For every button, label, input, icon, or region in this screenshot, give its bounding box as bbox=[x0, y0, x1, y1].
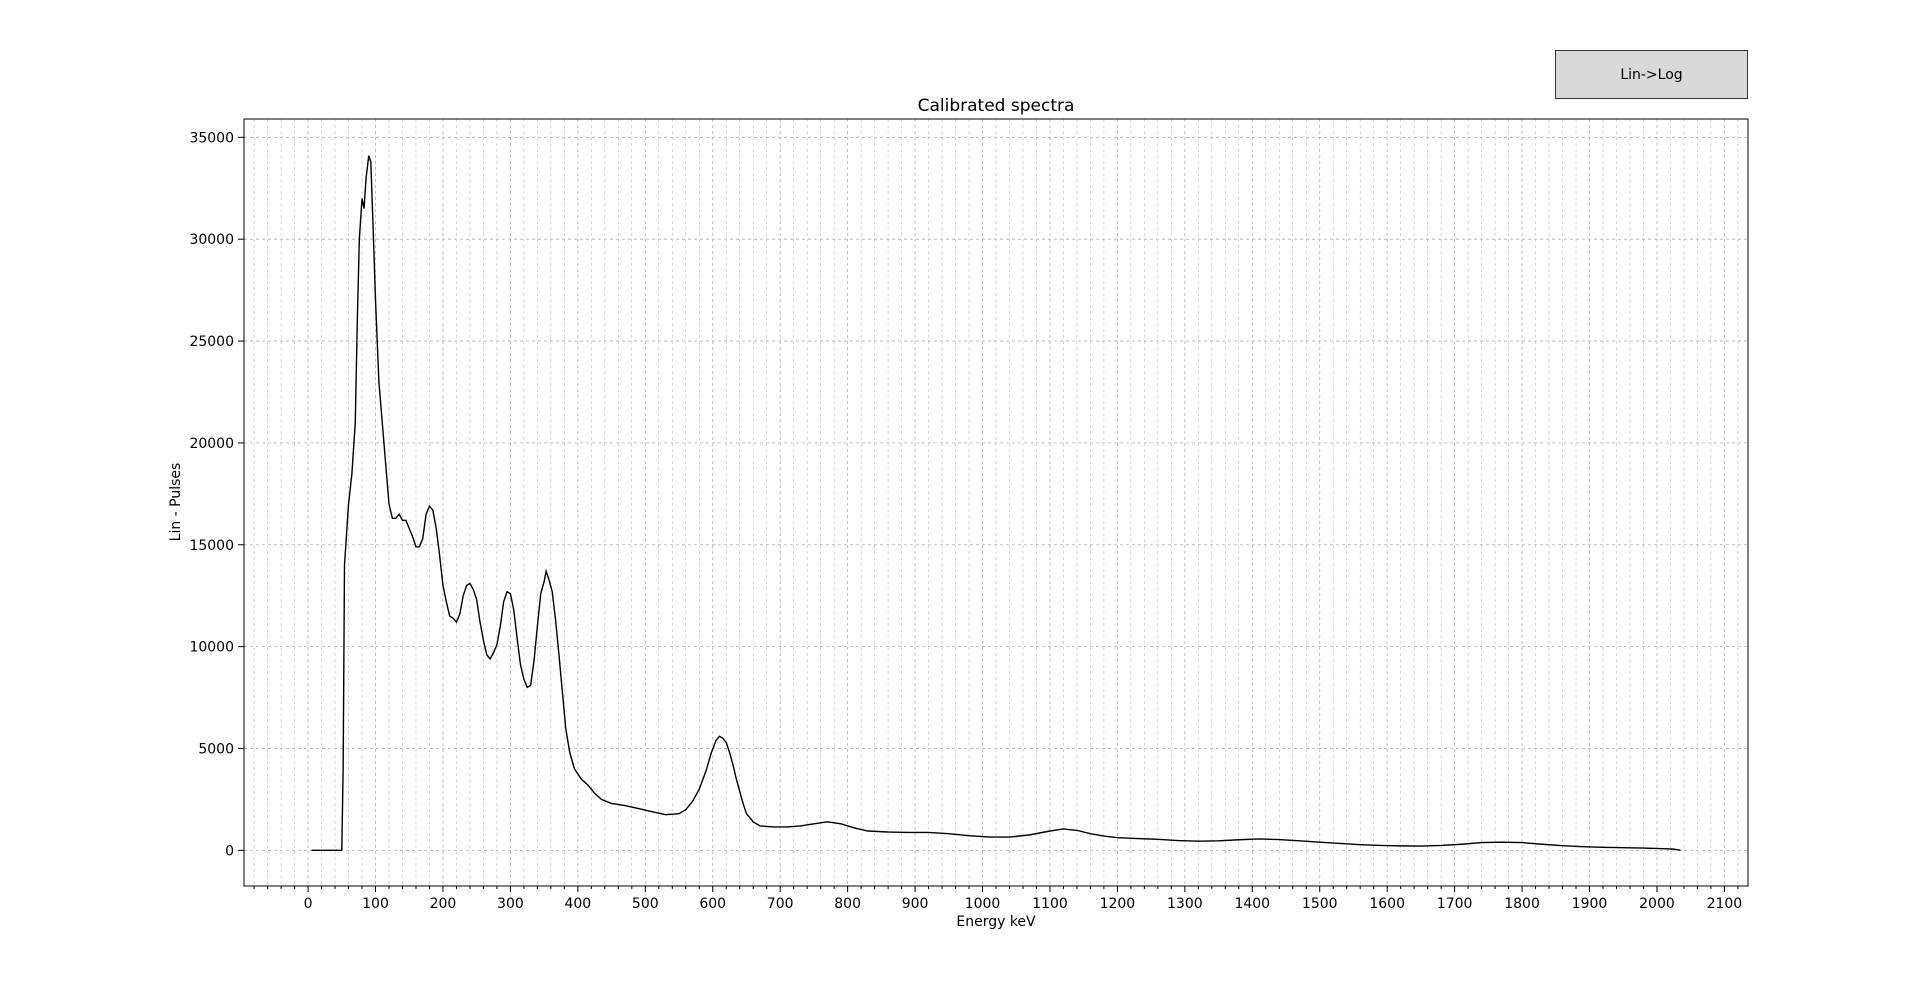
x-tick-label: 1300 bbox=[1167, 896, 1203, 912]
x-tick-label: 900 bbox=[902, 896, 929, 912]
y-tick-label: 25000 bbox=[189, 334, 234, 350]
x-tick-label: 2100 bbox=[1707, 896, 1743, 912]
plot-frame bbox=[243, 118, 1749, 887]
x-tick-label: 1600 bbox=[1369, 896, 1405, 912]
y-axis-label: Lin - Pulses bbox=[168, 463, 184, 542]
x-tick-label: 1700 bbox=[1437, 896, 1473, 912]
y-tick-label: 5000 bbox=[198, 741, 234, 757]
x-tick-label: 700 bbox=[767, 896, 794, 912]
x-tick-label: 1800 bbox=[1504, 896, 1540, 912]
x-tick-label: 1200 bbox=[1100, 896, 1136, 912]
x-tick-label: 0 bbox=[304, 896, 313, 912]
x-tick-label: 1500 bbox=[1302, 896, 1338, 912]
spectrum-line bbox=[311, 155, 1681, 852]
y-tick-label: 10000 bbox=[189, 640, 234, 656]
x-tick-label: 300 bbox=[497, 896, 524, 912]
x-tick-label: 1000 bbox=[965, 896, 1001, 912]
lin-log-button[interactable]: Lin->Log bbox=[1555, 50, 1748, 99]
x-tick-label: 600 bbox=[699, 896, 726, 912]
x-tick-label: 1900 bbox=[1572, 896, 1608, 912]
y-tick-label: 15000 bbox=[189, 538, 234, 554]
x-tick-label: 400 bbox=[564, 896, 591, 912]
x-axis-label: Energy keV bbox=[956, 914, 1036, 930]
x-tick-label: 1400 bbox=[1234, 896, 1270, 912]
x-tick-label: 200 bbox=[430, 896, 457, 912]
chart-title: Calibrated spectra bbox=[918, 96, 1075, 116]
y-tick-label: 35000 bbox=[189, 130, 234, 146]
y-tick-label: 20000 bbox=[189, 436, 234, 452]
x-tick-label: 500 bbox=[632, 896, 659, 912]
y-tick-label: 0 bbox=[225, 843, 234, 859]
x-tick-label: 100 bbox=[362, 896, 389, 912]
x-tick-label: 2000 bbox=[1639, 896, 1675, 912]
y-tick-label: 30000 bbox=[189, 232, 234, 248]
x-tick-label: 800 bbox=[834, 896, 861, 912]
x-tick-label: 1100 bbox=[1032, 896, 1068, 912]
